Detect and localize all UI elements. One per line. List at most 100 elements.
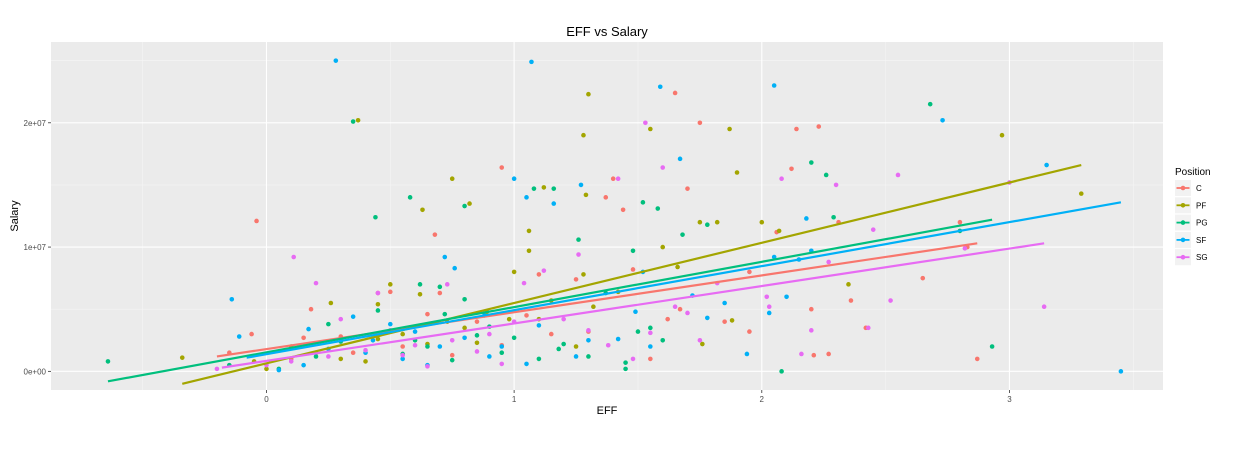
point-sf — [276, 367, 282, 373]
point-c — [449, 352, 455, 358]
point-sg — [643, 120, 648, 126]
point-sg — [474, 349, 480, 354]
point-pf — [526, 248, 532, 254]
point-sg — [449, 337, 455, 343]
point-pf — [375, 336, 381, 342]
y-tick-label: 1e+07 — [24, 243, 47, 252]
point-pf — [697, 219, 703, 225]
point-pg — [623, 366, 628, 372]
point-pf — [541, 185, 547, 190]
point-pf — [573, 344, 579, 349]
point-pg — [407, 195, 413, 200]
point-c — [308, 306, 314, 312]
point-sg — [888, 298, 893, 303]
point-pf — [586, 91, 591, 97]
point-sg — [833, 182, 839, 188]
y-tick-label: 2e+07 — [24, 119, 47, 128]
x-tick-label: 2 — [760, 395, 765, 404]
point-pg — [499, 350, 505, 356]
legend-item-pg: PG — [1196, 219, 1208, 228]
legend: Position C PF PG SF SG — [1175, 167, 1211, 266]
point-sf — [722, 300, 727, 306]
point-c — [697, 120, 703, 126]
trend-line-sg — [221, 242, 1045, 369]
point-c — [432, 232, 438, 237]
point-sf — [1118, 369, 1124, 374]
point-sf — [536, 323, 542, 328]
x-axis-title: EFF — [597, 405, 618, 417]
point-sg — [288, 359, 294, 364]
point-c — [809, 306, 814, 312]
point-sf — [306, 326, 311, 332]
point-sg — [425, 364, 430, 369]
point-c — [816, 124, 822, 129]
point-sg — [586, 328, 591, 333]
point-sg — [338, 316, 344, 322]
point-sg — [400, 352, 405, 358]
point-pf — [462, 325, 467, 331]
point-c — [648, 356, 653, 362]
point-pg — [442, 311, 448, 317]
point-sf — [333, 58, 339, 63]
point-c — [974, 356, 980, 362]
point-pf — [581, 272, 586, 277]
point-sf — [487, 354, 492, 359]
legend-item-sg: SG — [1196, 253, 1208, 262]
point-pg — [640, 200, 646, 205]
point-c — [301, 335, 306, 341]
point-pg — [105, 359, 111, 364]
point-sf — [804, 216, 809, 221]
point-pf — [846, 282, 851, 287]
point-sf — [412, 329, 418, 334]
x-tick-label: 0 — [264, 395, 269, 404]
point-pg — [536, 356, 542, 362]
point-sg — [521, 280, 527, 286]
point-sg — [576, 252, 581, 257]
point-pg — [474, 333, 480, 338]
point-c — [573, 277, 579, 282]
legend-key-point — [1180, 220, 1186, 225]
y-axis: 0e+00 1e+07 2e+07 — [24, 119, 51, 376]
point-sg — [291, 254, 297, 260]
point-pf — [776, 228, 782, 234]
point-pf — [179, 355, 185, 360]
chart-title: EFF vs Salary — [566, 24, 648, 39]
point-pg — [375, 308, 381, 313]
trend-lines — [107, 163, 1122, 385]
point-pg — [449, 357, 455, 363]
point-pg — [313, 354, 319, 359]
legend-key-point — [1180, 185, 1186, 191]
point-sg — [605, 342, 611, 348]
point-c — [474, 319, 480, 324]
point-c — [387, 289, 393, 295]
point-sg — [660, 165, 666, 170]
point-pf — [1078, 191, 1084, 196]
point-pf — [729, 318, 735, 323]
point-c — [747, 329, 752, 334]
x-tick-label: 1 — [512, 395, 517, 404]
point-pf — [734, 170, 740, 175]
point-pg — [779, 369, 784, 374]
point-pg — [705, 222, 710, 227]
point-sg — [561, 316, 566, 322]
point-pg — [623, 360, 628, 365]
point-sg — [630, 356, 636, 362]
legend-item-sf: SF — [1196, 236, 1206, 245]
point-c — [499, 165, 505, 170]
point-sg — [870, 227, 876, 232]
point-pf — [375, 301, 381, 307]
point-c — [747, 269, 752, 275]
point-sg — [697, 337, 703, 343]
point-pf — [583, 192, 589, 198]
point-sg — [487, 331, 492, 337]
point-pg — [927, 101, 933, 107]
point-pf — [474, 340, 480, 346]
point-sf — [784, 294, 789, 300]
point-c — [685, 186, 690, 191]
point-pg — [373, 214, 378, 220]
point-pg — [551, 186, 557, 191]
point-c — [920, 275, 926, 281]
point-pg — [630, 248, 636, 254]
point-sf — [705, 315, 710, 321]
point-sf — [1044, 162, 1049, 168]
